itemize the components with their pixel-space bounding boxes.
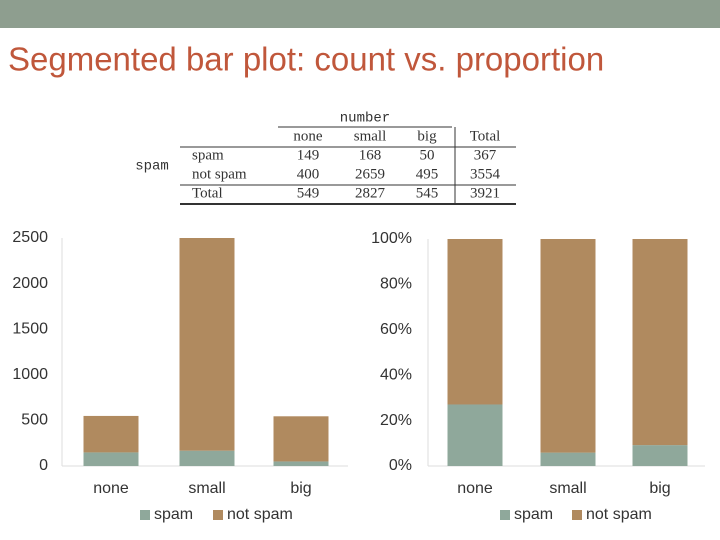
legend-swatch xyxy=(213,510,223,520)
table xyxy=(180,126,516,205)
cell: 3554 xyxy=(470,166,501,182)
x-tick-label: big xyxy=(649,480,670,497)
y-tick-label: 500 xyxy=(21,412,48,429)
cell: 545 xyxy=(416,185,439,201)
y-tick-label: 0% xyxy=(389,457,412,474)
column-header: big xyxy=(417,128,437,144)
legend-swatch xyxy=(140,510,150,520)
cell: 2659 xyxy=(355,166,385,182)
legend-swatch xyxy=(572,510,582,520)
cell: 495 xyxy=(416,166,439,182)
bar-segment xyxy=(273,416,329,462)
cell: 149 xyxy=(297,147,320,163)
bars xyxy=(83,238,329,466)
bars xyxy=(447,239,688,466)
bar-segment xyxy=(540,452,596,466)
y-tick-label: 1500 xyxy=(12,320,48,337)
y-tick-label: 2000 xyxy=(12,275,48,292)
column-header: none xyxy=(293,128,323,144)
x-tick-label: big xyxy=(290,480,311,497)
chart: 0 500 1000 1500 2000 2500 none small big spam not … xyxy=(12,229,348,523)
column-group: number xyxy=(340,111,390,127)
cell: 168 xyxy=(359,147,382,163)
bar-segment xyxy=(632,445,688,466)
bar-segment xyxy=(540,239,596,453)
cell: 367 xyxy=(474,147,497,163)
bar-segment xyxy=(179,450,235,466)
bar-segment xyxy=(179,238,235,451)
y-tick-label: 80% xyxy=(380,276,412,293)
cell: 2827 xyxy=(355,185,386,201)
cell: 50 xyxy=(420,147,435,163)
bar-segment xyxy=(447,239,503,405)
row-label: spam xyxy=(192,147,224,163)
row-group: spam xyxy=(135,159,169,175)
x-tick-label: none xyxy=(457,480,493,497)
y-tick-label: 1000 xyxy=(12,366,48,383)
y-tick-label: 0 xyxy=(39,457,48,474)
y-tick-label: 2500 xyxy=(12,229,48,246)
legend-label: not spam xyxy=(586,506,652,523)
y-tick-label: 20% xyxy=(380,412,412,429)
bar-segment xyxy=(447,404,503,466)
column-header: small xyxy=(354,128,387,144)
bar-segment xyxy=(632,239,688,446)
legend-label: spam xyxy=(154,506,193,523)
cell: 400 xyxy=(297,166,320,182)
x-tick-label: none xyxy=(93,480,129,497)
x-tick-label: small xyxy=(188,480,225,497)
top-band xyxy=(0,0,720,28)
row-label: not spam xyxy=(192,166,247,182)
y-tick-label: 60% xyxy=(380,321,412,338)
legend-label: spam xyxy=(514,506,553,523)
y-tick-label: 40% xyxy=(380,366,412,383)
slide-title: Segmented bar plot: count vs. proportion xyxy=(8,41,604,78)
cell: 549 xyxy=(297,185,320,201)
column-header: Total xyxy=(470,128,501,144)
legend-label: not spam xyxy=(227,506,293,523)
x-tick-label: small xyxy=(549,480,586,497)
cell: 3921 xyxy=(470,185,500,201)
bar-segment xyxy=(83,452,139,466)
y-tick-label: 100% xyxy=(371,230,412,247)
row-label: Total xyxy=(192,185,223,201)
chart: 0% 20% 40% 60% 80% 100% none small big spam not sp… xyxy=(371,230,705,523)
bar-segment xyxy=(83,415,139,453)
bar-segment xyxy=(273,461,329,466)
legend-swatch xyxy=(500,510,510,520)
